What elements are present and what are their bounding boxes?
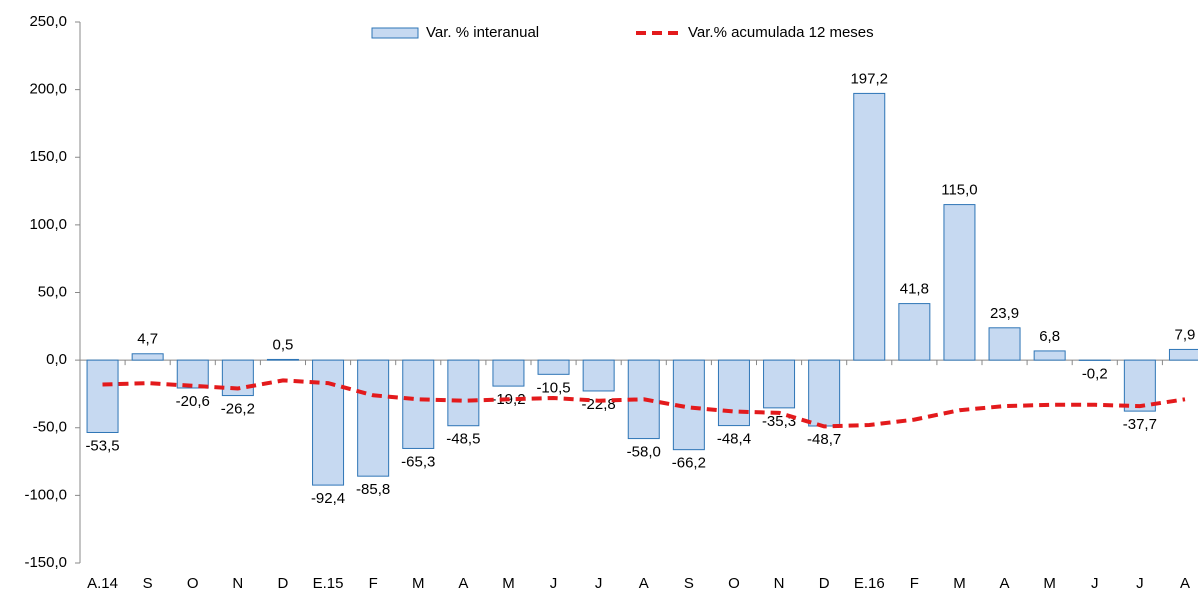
bar (1123, 359, 1156, 412)
value-label: 6,8 (1039, 328, 1060, 345)
x-tick-label: D (278, 575, 289, 592)
value-label: 115,0 (941, 182, 977, 199)
bar (86, 359, 119, 433)
value-label: 0,5 (273, 336, 294, 353)
x-tick-label: D (819, 575, 830, 592)
bar (357, 359, 390, 477)
value-label: 41,8 (900, 281, 929, 298)
x-tick-label: M (1043, 575, 1056, 592)
bar (447, 359, 480, 427)
y-tick-label: -150,0 (24, 554, 67, 571)
value-label: -22,8 (582, 396, 616, 413)
line (102, 378, 1186, 429)
value-label: -10,5 (536, 379, 570, 396)
x-tick-label: J (1136, 575, 1144, 592)
x-tick-label: A (1000, 575, 1010, 592)
y-tick-label: 250,0 (29, 13, 67, 30)
bar (131, 353, 164, 361)
value-label: -48,7 (807, 431, 841, 448)
value-label: -48,5 (446, 431, 480, 448)
bar (582, 359, 615, 392)
bar (898, 303, 931, 361)
bar (763, 359, 796, 409)
bar (853, 92, 886, 361)
bar (312, 359, 345, 486)
value-label: -53,5 (85, 437, 119, 454)
value-label: -0,2 (1082, 365, 1108, 382)
bar (537, 359, 570, 375)
x-tick-label: A.14 (87, 575, 118, 592)
x-tick-label: A (458, 575, 468, 592)
x-tick-label: J (1091, 575, 1099, 592)
value-label: -66,2 (672, 455, 706, 472)
value-label: 4,7 (137, 331, 158, 348)
bar (1168, 348, 1198, 361)
bar (943, 204, 976, 361)
x-tick-label: F (910, 575, 919, 592)
x-tick-label: N (232, 575, 243, 592)
y-tick-label: 100,0 (29, 216, 67, 233)
bar (266, 358, 299, 361)
x-tick-label: M (412, 575, 425, 592)
bar (492, 359, 525, 387)
y-tick-label: -100,0 (24, 486, 67, 503)
value-label: -92,4 (311, 490, 345, 507)
x-tick-label: J (595, 575, 603, 592)
value-label: -37,7 (1123, 416, 1157, 433)
x-tick-label: S (143, 575, 153, 592)
legend-swatch (371, 27, 419, 39)
legend-label: Var. % interanual (426, 24, 539, 41)
x-tick-label: M (953, 575, 966, 592)
bar (1033, 350, 1066, 361)
value-label: -48,4 (717, 431, 751, 448)
bar (176, 359, 209, 389)
x-tick-label: A (1180, 575, 1190, 592)
y-tick-label: 0,0 (46, 351, 67, 368)
y-tick-label: 200,0 (29, 81, 67, 98)
x-tick-label: F (369, 575, 378, 592)
x-tick-label: A (639, 575, 649, 592)
value-label: -65,3 (401, 453, 435, 470)
y-tick-label: 150,0 (29, 148, 67, 165)
x-tick-label: O (187, 575, 199, 592)
bar (402, 359, 435, 449)
legend-label: Var.% acumulada 12 meses (688, 24, 874, 41)
value-label: -58,0 (627, 444, 661, 461)
x-tick-label: E.16 (854, 575, 885, 592)
bar (717, 359, 750, 427)
value-label: -85,8 (356, 481, 390, 498)
x-tick-label: S (684, 575, 694, 592)
y-tick-label: 50,0 (38, 283, 67, 300)
x-tick-label: O (728, 575, 740, 592)
value-label: 197,2 (850, 70, 888, 87)
value-label: -26,2 (221, 401, 255, 418)
x-tick-label: E.15 (313, 575, 344, 592)
bar (808, 359, 841, 427)
bar (988, 327, 1021, 361)
value-label: 23,9 (990, 305, 1019, 322)
x-tick-label: N (774, 575, 785, 592)
y-tick-label: -50,0 (33, 419, 67, 436)
x-tick-label: J (550, 575, 558, 592)
value-label: -20,6 (176, 393, 210, 410)
value-label: 7,9 (1175, 326, 1196, 343)
x-tick-label: M (502, 575, 515, 592)
